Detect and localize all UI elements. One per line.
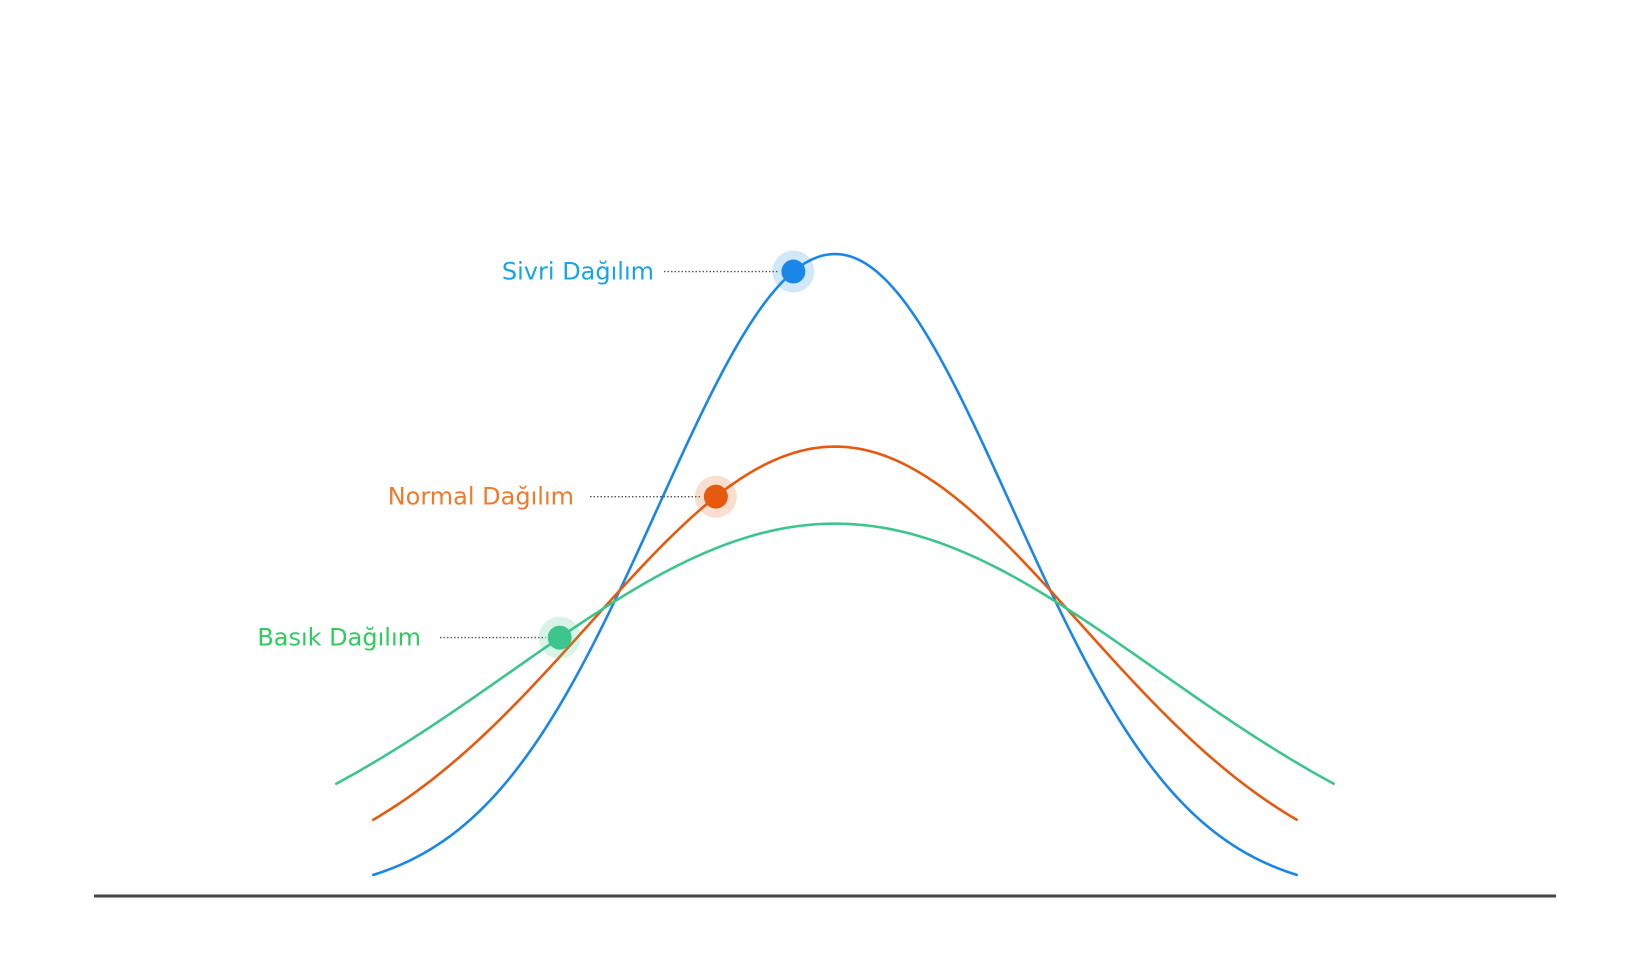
- normal-dagilim-marker: [703, 484, 728, 509]
- basik-dagilim-marker: [547, 625, 572, 650]
- basik-dagilim-callout: Basık Dağılım: [257, 616, 581, 659]
- basik-dagilim-curve: [334, 522, 1336, 786]
- sivri-dagilim-curve: [372, 252, 1298, 877]
- normal-dagilim-curve: [372, 445, 1298, 822]
- sivri-dagilim-callout: Sivri Dağılım: [502, 250, 815, 293]
- sivri-dagilim-marker: [781, 259, 806, 284]
- curves-layer: [334, 252, 1336, 877]
- basik-dagilim-label: Basık Dağılım: [257, 624, 421, 652]
- sivri-dagilim-label: Sivri Dağılım: [502, 258, 654, 286]
- normal-dagilim-callout: Normal Dağılım: [388, 475, 737, 518]
- normal-dagilim-label: Normal Dağılım: [388, 483, 574, 511]
